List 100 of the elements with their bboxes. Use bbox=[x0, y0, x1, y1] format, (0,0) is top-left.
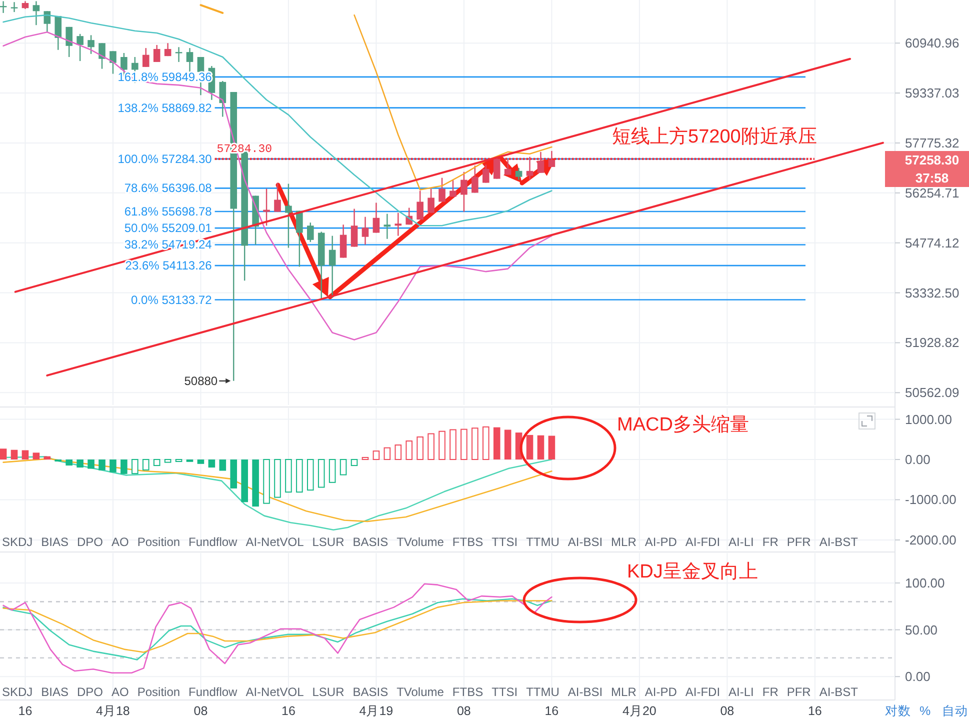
ref-line-label: 61.8% 55698.78 bbox=[124, 204, 212, 219]
ref-line-label: 50.0% 55209.01 bbox=[124, 221, 212, 236]
candlestick bbox=[263, 188, 270, 226]
ref-line-label: 100.0% 57284.30 bbox=[118, 152, 212, 166]
candlestick bbox=[394, 212, 402, 236]
bar bbox=[164, 458, 172, 463]
candlestick bbox=[372, 202, 380, 234]
bar bbox=[88, 459, 94, 469]
annotation: BASIS bbox=[352, 685, 388, 699]
y-tick-label: 53332.50 bbox=[905, 285, 960, 300]
x-tick-label: 16 bbox=[18, 704, 32, 718]
annotation: SKDJ bbox=[2, 685, 33, 699]
bar bbox=[450, 429, 456, 460]
bar bbox=[153, 458, 160, 466]
annotation: TVolume bbox=[396, 535, 444, 549]
x-tick-label: 08 bbox=[194, 704, 208, 718]
x-tick-label: 4月20 bbox=[622, 704, 656, 718]
annotation: PFR bbox=[786, 685, 812, 699]
bar bbox=[230, 459, 238, 488]
bar bbox=[460, 428, 468, 460]
x-tick-label: 16 bbox=[808, 704, 822, 718]
annotation: BIAS bbox=[41, 685, 69, 699]
annotation: LSUR bbox=[312, 685, 345, 699]
bar bbox=[394, 444, 402, 460]
annotation: Position bbox=[137, 535, 180, 549]
candlestick bbox=[526, 156, 534, 180]
bar bbox=[296, 458, 303, 493]
candlestick bbox=[110, 50, 116, 74]
text: 57258.30 bbox=[904, 152, 960, 168]
candlestick bbox=[472, 165, 478, 194]
bar bbox=[132, 458, 138, 474]
annotation: MACD多头缩量 bbox=[617, 414, 749, 436]
bar bbox=[482, 426, 490, 460]
bar bbox=[66, 459, 72, 466]
bar bbox=[98, 459, 106, 470]
y-tick-label: 1000.00 bbox=[905, 412, 952, 427]
bar bbox=[252, 459, 259, 507]
bar bbox=[241, 459, 248, 502]
annotation: TTMU bbox=[526, 535, 560, 549]
annotation: Fundflow bbox=[188, 535, 238, 549]
bar bbox=[428, 433, 434, 460]
text: 37:58 bbox=[915, 170, 949, 186]
y-tick-label: 57775.32 bbox=[905, 135, 960, 150]
candlestick bbox=[274, 182, 281, 212]
candlestick bbox=[186, 47, 194, 73]
annotation: AI-NetVOL bbox=[246, 535, 304, 549]
annotation: AI-FDI bbox=[685, 535, 720, 549]
bar bbox=[142, 458, 150, 470]
bar bbox=[406, 440, 413, 460]
bar bbox=[22, 450, 29, 460]
bar bbox=[120, 459, 128, 474]
bar bbox=[274, 458, 281, 498]
bar bbox=[438, 430, 446, 460]
annotation: Fundflow bbox=[188, 685, 238, 699]
bar bbox=[372, 450, 380, 460]
y-tick-label: 51928.82 bbox=[905, 335, 960, 350]
bar bbox=[0, 448, 7, 460]
annotation: AI-BST bbox=[819, 535, 859, 549]
bar bbox=[197, 459, 204, 464]
bar bbox=[472, 428, 478, 460]
bar bbox=[537, 435, 544, 460]
annotation: AI-PD bbox=[644, 535, 678, 549]
text: 对数 bbox=[885, 704, 911, 718]
annotation: AI-BSI bbox=[568, 535, 603, 549]
candlestick bbox=[296, 210, 303, 268]
annotation: 50880 bbox=[184, 374, 218, 388]
candlestick bbox=[416, 190, 424, 220]
ref-line-label: 78.6% 56396.08 bbox=[124, 181, 212, 196]
bar bbox=[384, 447, 391, 460]
candlestick bbox=[142, 47, 150, 68]
candlestick bbox=[54, 15, 62, 50]
bar bbox=[175, 458, 182, 462]
x-tick-label: 16 bbox=[544, 704, 559, 718]
bar bbox=[526, 434, 534, 460]
candlestick bbox=[76, 33, 84, 62]
bar bbox=[219, 459, 226, 471]
annotation: FTBS bbox=[452, 685, 484, 699]
x-tick-label: 16 bbox=[282, 704, 296, 718]
y-tick-label: 50562.09 bbox=[905, 385, 960, 400]
candlestick bbox=[153, 44, 160, 63]
candlestick bbox=[428, 188, 434, 214]
annotation: AI-BST bbox=[819, 685, 859, 699]
candlestick bbox=[66, 26, 72, 58]
candlestick bbox=[328, 235, 336, 298]
bar bbox=[340, 458, 347, 476]
candlestick bbox=[175, 46, 182, 63]
candlestick bbox=[384, 213, 391, 240]
candlestick bbox=[548, 150, 556, 168]
y-tick-label: -2000.00 bbox=[905, 532, 956, 548]
x-tick-label: 08 bbox=[457, 704, 471, 718]
candlestick bbox=[537, 151, 544, 174]
line-series bbox=[354, 14, 552, 190]
candlestick bbox=[32, 0, 40, 26]
candlestick bbox=[460, 171, 468, 212]
ref-line-label: 0.0% 53133.72 bbox=[131, 292, 212, 307]
annotation: BASIS bbox=[352, 535, 388, 549]
annotation: FR bbox=[762, 685, 779, 699]
bar bbox=[548, 436, 556, 460]
bar bbox=[285, 458, 292, 493]
bar bbox=[504, 430, 512, 460]
